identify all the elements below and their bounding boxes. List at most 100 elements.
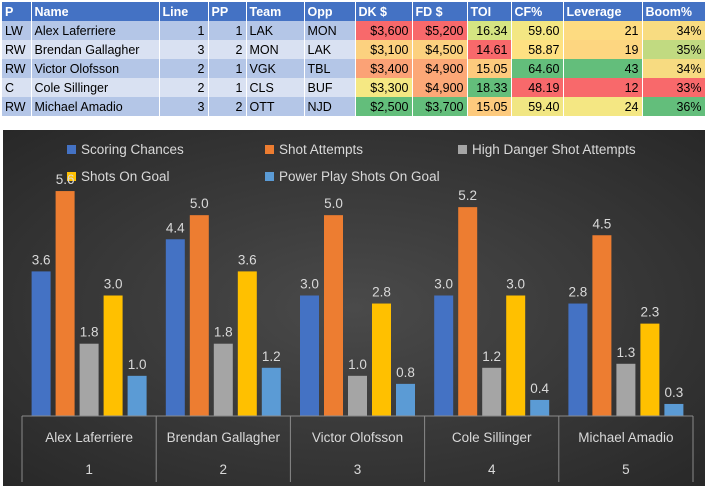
data-label: 5.0 (324, 196, 343, 211)
cell-leverage: 43 (563, 59, 643, 78)
data-label: 0.4 (530, 381, 549, 396)
data-label: 3.0 (506, 277, 525, 292)
bar (482, 367, 502, 416)
bar (261, 367, 281, 416)
cell-team: OTT (246, 97, 305, 116)
cell-cf: 64.60 (511, 59, 564, 78)
data-label: 1.0 (348, 357, 367, 372)
header-position: P (2, 2, 32, 21)
header-dk: DK $ (355, 2, 413, 21)
x-tick-label: Cole Sillinger (452, 430, 532, 445)
bar (237, 271, 257, 416)
cell-fd: $4,900 (412, 59, 468, 78)
data-label: 5.2 (458, 188, 477, 203)
cell-team: MON (246, 40, 305, 59)
bar (396, 383, 415, 416)
cell-name: Alex Laferriere (31, 21, 160, 40)
cell-dk: $3,600 (355, 21, 413, 40)
cell-leverage: 12 (563, 78, 643, 97)
data-label: 2.3 (641, 305, 660, 320)
bar (640, 323, 660, 416)
cell-fd: $3,700 (412, 97, 468, 116)
cell-leverage: 21 (563, 21, 643, 40)
cell-pp: 1 (208, 21, 247, 40)
x-tick-label: Alex Laferriere (45, 430, 133, 445)
header-fd: FD $ (412, 2, 468, 21)
cell-pp: 1 (208, 59, 247, 78)
chart-svg: Scoring Chances Shot Attempts High Danger … (3, 130, 705, 486)
bar (348, 375, 367, 416)
cell-boom: 36% (642, 97, 706, 116)
legend-label: Shot Attempts (279, 142, 363, 157)
data-label: 3.0 (104, 277, 123, 292)
bar (324, 215, 343, 416)
cell-line: 2 (159, 78, 209, 97)
cell-opp: MON (304, 21, 356, 40)
cell-cf: 48.19 (511, 78, 564, 97)
chart-legend: Scoring Chances Shot Attempts High Danger … (67, 142, 636, 184)
cell-dk: $2,500 (355, 97, 413, 116)
bar (213, 343, 233, 416)
bar (79, 343, 99, 416)
bar (103, 295, 123, 416)
table-row: RW Brendan Gallagher 3 2 MON LAK $3,100 $4,500 1… (2, 40, 706, 59)
cell-pos: RW (2, 40, 32, 59)
bar (616, 363, 636, 416)
data-label: 4.5 (593, 216, 612, 231)
data-label: 1.2 (262, 349, 281, 364)
bar (530, 399, 550, 416)
cell-fd: $4,900 (412, 78, 468, 97)
bar (300, 295, 319, 416)
bar (372, 303, 391, 416)
header-toi: TOI (467, 2, 512, 21)
cell-name: Brendan Gallagher (31, 40, 160, 59)
bar (127, 375, 147, 416)
x-group-label: 5 (622, 462, 630, 477)
cell-team: LAK (246, 21, 305, 40)
table-row: RW Michael Amadio 3 2 OTT NJD $2,500 $3,700 15.0… (2, 97, 706, 116)
cell-boom: 34% (642, 21, 706, 40)
cell-name: Michael Amadio (31, 97, 160, 116)
data-label: 1.2 (482, 349, 501, 364)
header-line: Line (159, 2, 209, 21)
header-cf: CF% (511, 2, 564, 21)
cell-pos: LW (2, 21, 32, 40)
x-tick-label: Brendan Gallagher (167, 430, 281, 445)
x-group-label: 2 (220, 462, 228, 477)
cell-team: VGK (246, 59, 305, 78)
data-label: 0.8 (396, 365, 415, 380)
bar (458, 207, 478, 416)
bar (165, 239, 185, 416)
header-pp: PP (208, 2, 247, 21)
data-label: 1.0 (128, 357, 147, 372)
cell-pos: RW (2, 59, 32, 78)
cell-line: 3 (159, 40, 209, 59)
data-label: 3.6 (238, 252, 257, 267)
cell-dk: $3,100 (355, 40, 413, 59)
cell-pp: 2 (208, 40, 247, 59)
cell-name: Victor Olofsson (31, 59, 160, 78)
x-group-label: 4 (488, 462, 496, 477)
header-boom: Boom% (642, 2, 706, 21)
cell-pp: 2 (208, 97, 247, 116)
header-name: Name (31, 2, 160, 21)
bar (592, 235, 612, 416)
bar (31, 271, 51, 416)
cell-name: Cole Sillinger (31, 78, 160, 97)
legend-label: High Danger Shot Attempts (472, 142, 636, 157)
legend-label: Shots On Goal (81, 169, 170, 184)
cell-line: 2 (159, 59, 209, 78)
header-leverage: Leverage (563, 2, 643, 21)
table-row: C Cole Sillinger 2 1 CLS BUF $3,300 $4,900 18.33… (2, 78, 706, 97)
stats-table: P Name Line PP Team Opp DK $ FD $ TOI CF… (2, 2, 706, 116)
cell-opp: LAK (304, 40, 356, 59)
bar (664, 403, 684, 416)
cell-dk: $3,400 (355, 59, 413, 78)
cell-leverage: 24 (563, 97, 643, 116)
cell-opp: NJD (304, 97, 356, 116)
cell-toi: 16.34 (467, 21, 512, 40)
data-label: 5.0 (190, 196, 209, 211)
data-label: 1.3 (617, 345, 636, 360)
bar-chart: Scoring Chances Shot Attempts High Danger … (3, 130, 705, 486)
data-label: 0.3 (665, 385, 684, 400)
